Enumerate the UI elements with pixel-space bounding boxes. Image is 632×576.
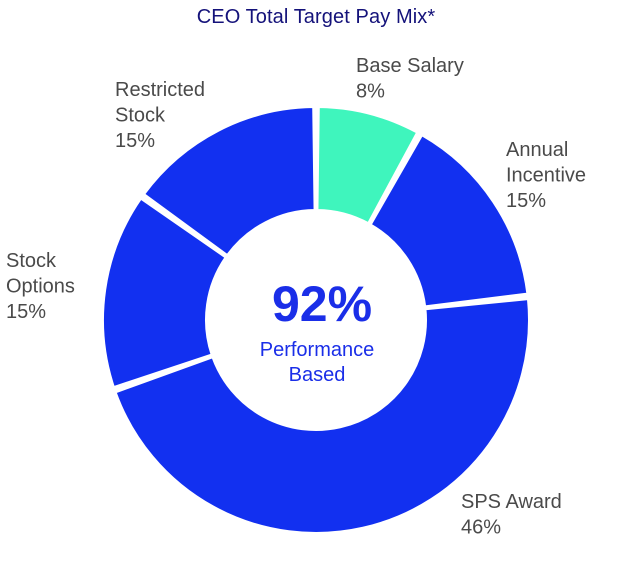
center-percent: 92%	[272, 276, 372, 332]
slice-labels: Base Salary 8% Annual Incentive 15% SPS Award…	[6, 55, 586, 539]
slice-value-label-base-salary: 8%	[356, 81, 385, 103]
slice-sps-award	[114, 298, 530, 534]
slice-stock-options	[102, 197, 227, 389]
slice-name-label-base-salary: Base Salary	[356, 55, 464, 77]
donut-slices	[102, 106, 530, 534]
slice-base-salary	[316, 106, 419, 225]
slice-name-label-sps-award: SPS Award	[461, 491, 562, 513]
slice-value-label-stock-options: 15%	[6, 301, 46, 323]
slice-annual-incentive	[369, 133, 529, 308]
slice-value-label-restricted-stock: 15%	[115, 130, 155, 152]
slice-name-label-stock-options: Stock	[6, 250, 57, 272]
center-caption-line-2: Based	[289, 364, 346, 386]
slice-name-label-annual-incentive: Annual	[506, 139, 568, 161]
slice-name-label-restricted-stock: Stock	[115, 105, 166, 127]
slice-name-label-restricted-stock: Restricted	[115, 79, 205, 101]
slice-name-label-annual-incentive: Incentive	[506, 165, 586, 187]
center-caption-line-1: Performance	[260, 339, 375, 361]
chart-title: CEO Total Target Pay Mix*	[196, 6, 436, 28]
slice-restricted-stock	[142, 106, 316, 257]
slice-value-label-sps-award: 46%	[461, 517, 501, 539]
slice-value-label-annual-incentive: 15%	[506, 190, 546, 212]
slice-name-label-stock-options: Options	[6, 276, 75, 298]
donut-center: 92% Performance Based	[260, 276, 375, 386]
